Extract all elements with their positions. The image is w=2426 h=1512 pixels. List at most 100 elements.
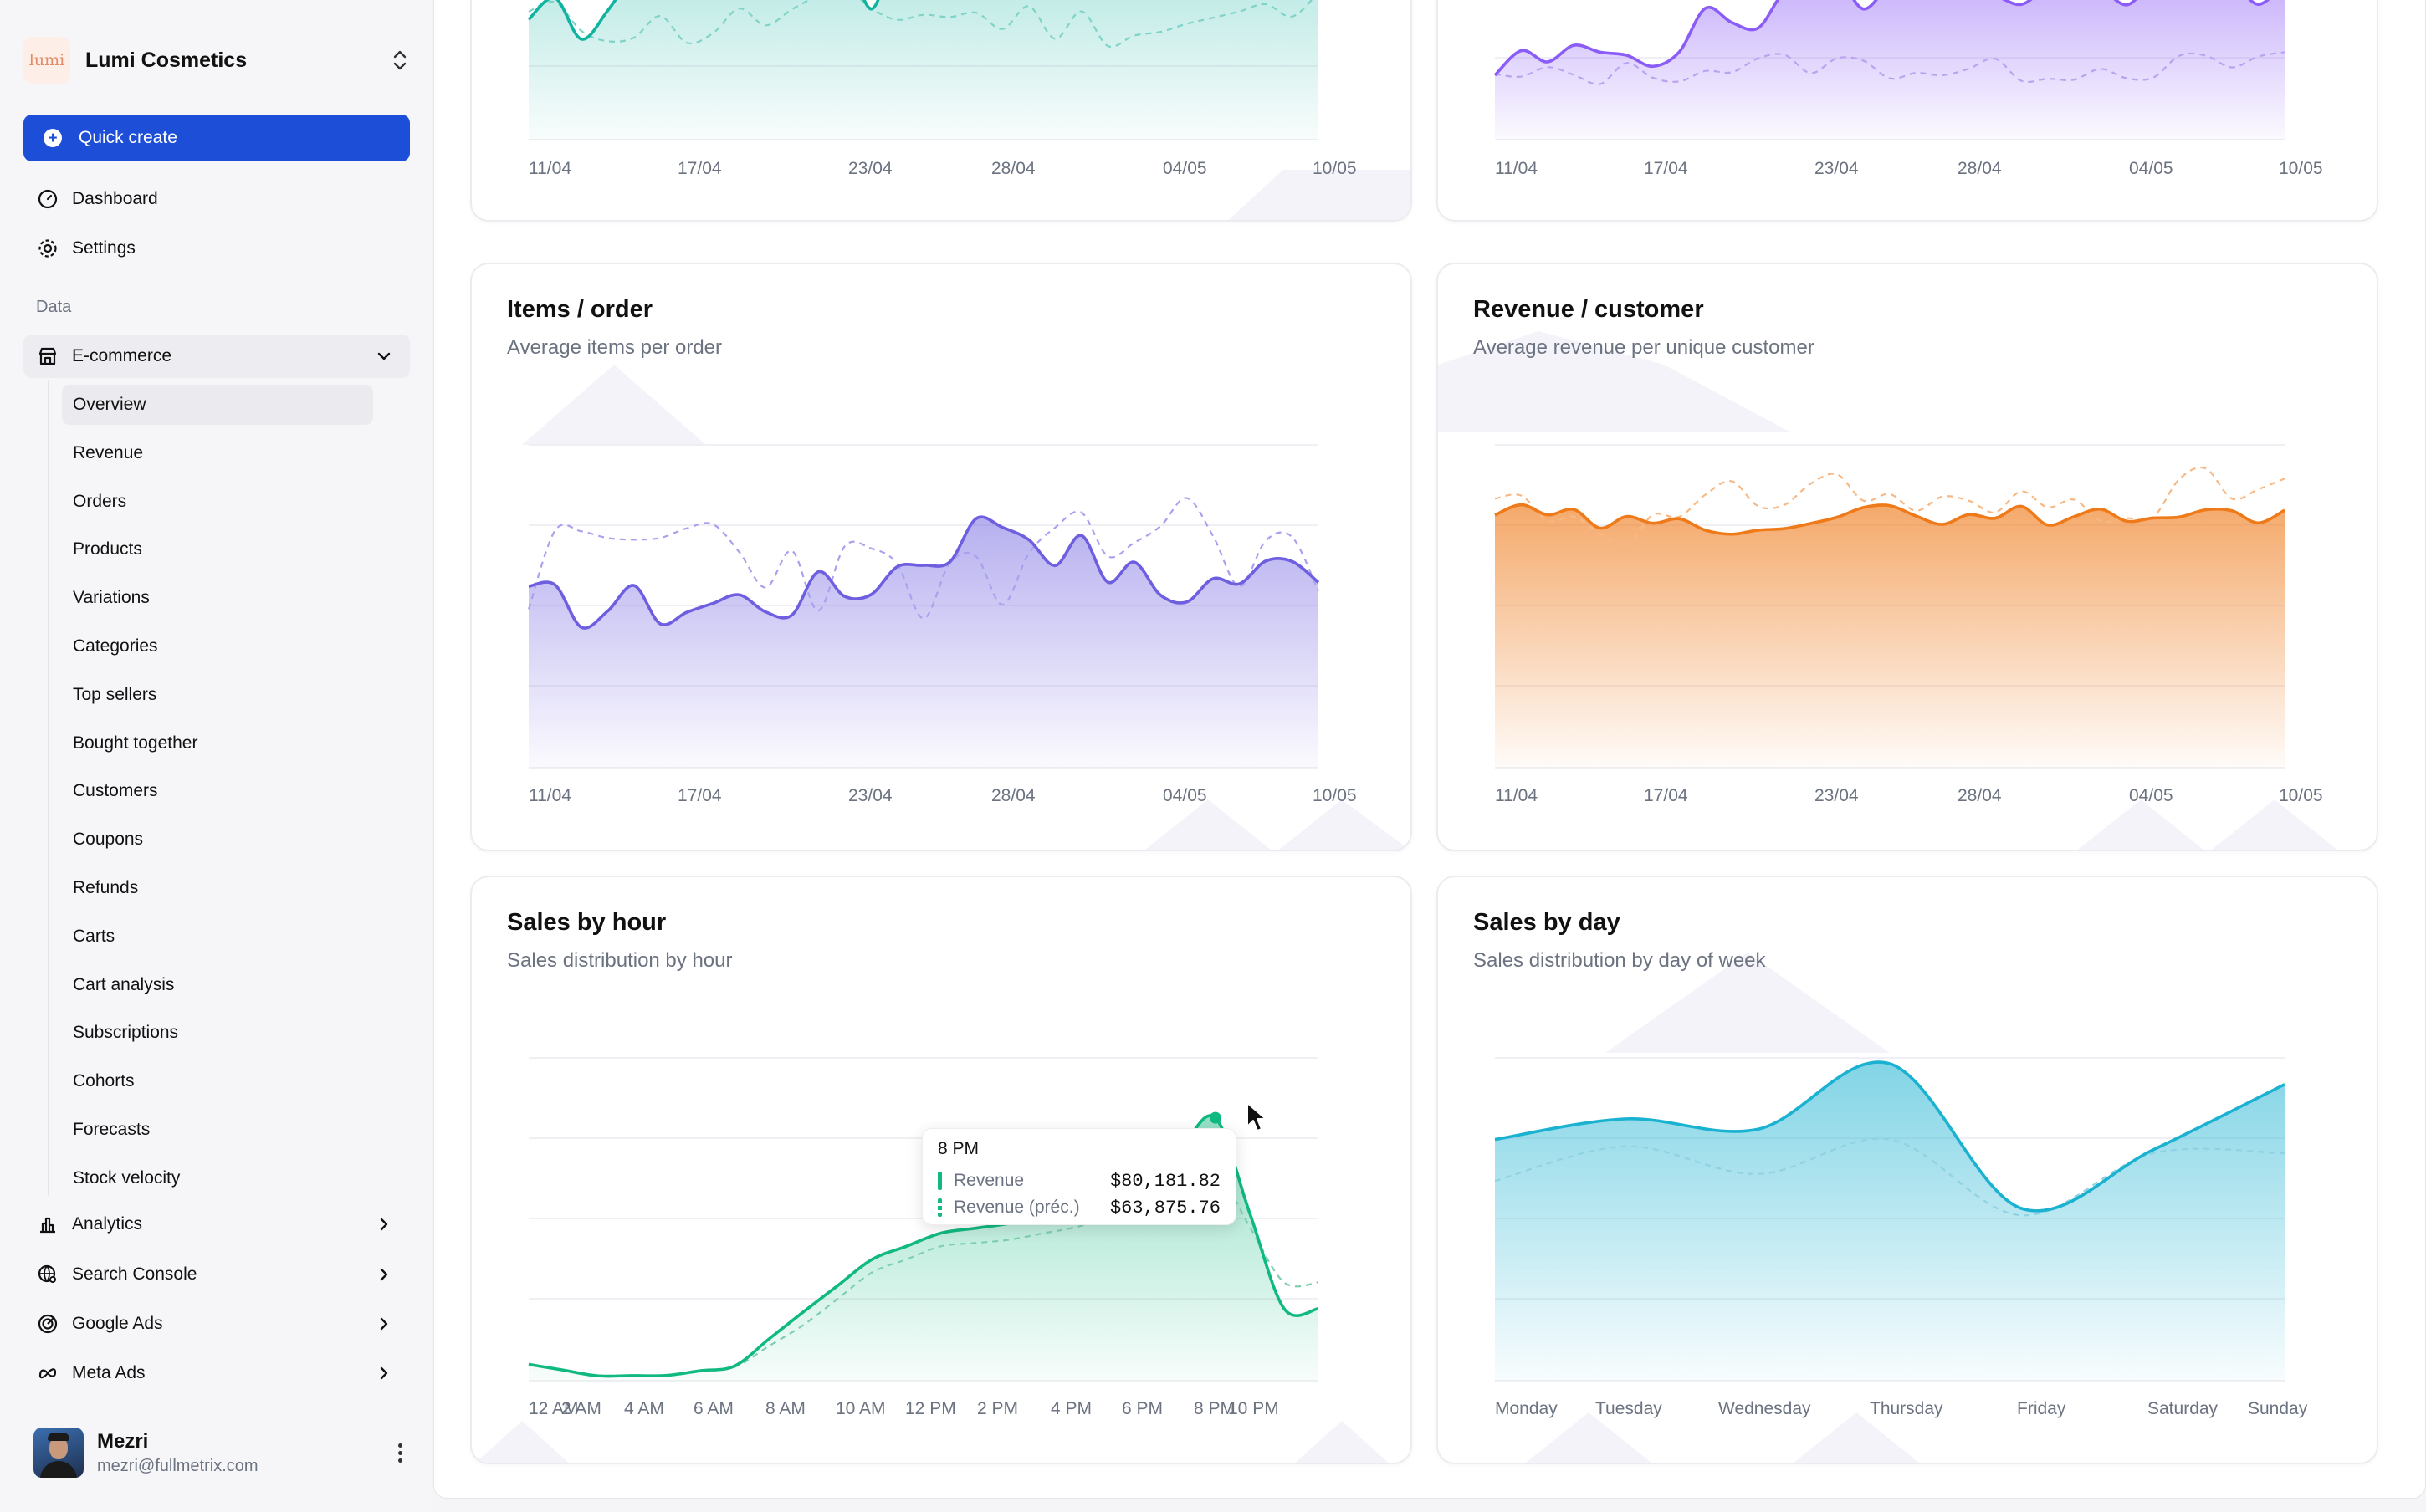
sidebar-subitem-label: Customers: [73, 781, 158, 801]
store-icon: [38, 347, 57, 365]
x-tick-label: 10/05: [2279, 786, 2323, 805]
sidebar-item-analytics[interactable]: Analytics: [23, 1203, 410, 1246]
x-tick-label: 6 PM: [1122, 1399, 1163, 1418]
sidebar-item-settings[interactable]: Settings: [23, 227, 410, 270]
sidebar-item-meta-ads[interactable]: Meta Ads: [23, 1351, 410, 1395]
sidebar-item-search-console[interactable]: Search Console: [23, 1253, 410, 1296]
series-line-current: [528, 515, 1320, 630]
sidebar-subitem-bought-together[interactable]: Bought together: [62, 723, 373, 764]
x-tick-label: 28/04: [1958, 159, 2002, 178]
section-label-data: Data: [36, 298, 72, 316]
chart-card-revenue-customer: 11/04 17/04 23/04 28/04 04/05 10/05 Revenue /…: [1436, 263, 2378, 851]
x-tick-label: 23/04: [848, 159, 893, 178]
sidebar-subitem-label: Subscriptions: [73, 1023, 179, 1043]
x-tick-label: 28/04: [991, 159, 1036, 178]
sidebar-item-google-ads[interactable]: Google Ads: [23, 1302, 410, 1346]
line-chart[interactable]: 11/04 17/04 23/04 28/04 04/05 10/05: [472, 264, 1412, 851]
sidebar-subitem-refunds[interactable]: Refunds: [62, 868, 373, 908]
chart-card-items-order: 11/04 17/04 23/04 28/04 04/05 10/05 Items / o…: [470, 263, 1412, 851]
sidebar-item-ecommerce[interactable]: E-commerce: [23, 335, 410, 378]
series-line-current: [1494, 1060, 2285, 1213]
sidebar-subitem-stock-velocity[interactable]: Stock velocity: [62, 1158, 373, 1198]
tooltip-value: $63,875.76: [1109, 1197, 1221, 1218]
line-chart[interactable]: 11/04 17/04 23/04 28/04 04/05 10/05: [472, 0, 1412, 222]
sidebar-subitem-label: Cohorts: [73, 1071, 135, 1091]
card-title: Revenue / customer: [1473, 296, 1704, 323]
card-subtitle: Average revenue per unique customer: [1473, 336, 1814, 359]
background-decoration: [1295, 1421, 1389, 1463]
org-logo: lumi: [23, 37, 70, 84]
sidebar-subitem-label: Cart analysis: [73, 974, 175, 994]
legend-swatch-dashed: [938, 1198, 942, 1217]
sidebar-subitem-customers[interactable]: Customers: [62, 771, 373, 811]
x-tick-label: 10/05: [2279, 159, 2323, 178]
target-icon: [38, 1314, 58, 1334]
sidebar-subitem-coupons[interactable]: Coupons: [62, 820, 373, 860]
sidebar-item-label: Google Ads: [72, 1314, 163, 1333]
x-tick-label: 11/04: [529, 786, 571, 805]
user-email: mezri@fullmetrix.com: [97, 1456, 258, 1475]
x-tick-label: 8 AM: [765, 1399, 806, 1418]
x-tick-label: 23/04: [848, 786, 893, 805]
sidebar-subitem-cart-analysis[interactable]: Cart analysis: [62, 965, 373, 1005]
sidebar-subitem-carts[interactable]: Carts: [62, 917, 373, 957]
card-subtitle: Average items per order: [507, 336, 723, 359]
sidebar-subitem-overview[interactable]: Overview: [62, 385, 373, 425]
x-tick-label: 11/04: [529, 159, 571, 178]
sidebar-item-dashboard[interactable]: Dashboard: [23, 177, 410, 221]
sidebar-subitem-label: Products: [73, 539, 142, 559]
sidebar-subitem-top-sellers[interactable]: Top sellers: [62, 675, 373, 715]
x-tick-label: 04/05: [1163, 786, 1207, 805]
chevron-down-icon: [377, 352, 391, 360]
sidebar-subitem-label: Overview: [73, 395, 146, 414]
x-tick-label: 6 AM: [694, 1399, 734, 1418]
sidebar-subitem-subscriptions[interactable]: Subscriptions: [62, 1013, 373, 1053]
x-tick-label: 11/04: [1495, 786, 1538, 805]
sidebar-subitem-label: Top sellers: [73, 684, 157, 704]
hover-point: [1209, 1111, 1221, 1124]
x-tick-label: 10 PM: [1228, 1399, 1279, 1418]
sidebar-subitem-variations[interactable]: Variations: [62, 578, 373, 618]
quick-create-button[interactable]: + Quick create: [23, 115, 410, 161]
legend-swatch: [938, 1172, 942, 1190]
line-chart[interactable]: 11/04 17/04 23/04 28/04 04/05 10/05: [1438, 0, 2378, 222]
x-tick-label: 8 PM: [1194, 1399, 1235, 1418]
sidebar-subitem-revenue[interactable]: Revenue: [62, 433, 373, 473]
background-decoration: [2078, 799, 2337, 850]
org-switcher[interactable]: lumi Lumi Cosmetics: [23, 33, 410, 87]
x-tick-label: 17/04: [1644, 159, 1688, 178]
x-tick-label: 12 AM: [529, 1399, 579, 1418]
sidebar-subitem-label: Forecasts: [73, 1120, 151, 1139]
x-tick-label: Monday: [1495, 1399, 1558, 1418]
main-content: 11/04 17/04 23/04 28/04 04/05 10/05 11/04 17/0…: [433, 0, 2426, 1499]
line-chart[interactable]: 11/04 17/04 23/04 28/04 04/05 10/05: [1438, 264, 2378, 851]
x-tick-label: 4 AM: [624, 1399, 664, 1418]
area-chart[interactable]: 12 AM2 AM 4 AM 6 AM 8 AM 10 AM 12 PM 2 PM 4 PM 6…: [472, 877, 1412, 1464]
area-chart[interactable]: Monday Tuesday Wednesday Thursday Friday Satu…: [1438, 877, 2378, 1464]
tooltip-title: 8 PM: [938, 1139, 980, 1158]
series-area-current: [1495, 0, 2285, 140]
card-title: Sales by day: [1473, 909, 1620, 936]
mouse-cursor-icon: [1246, 1102, 1267, 1131]
sidebar-subitem-orders[interactable]: Orders: [62, 482, 373, 522]
sidebar-subitem-forecasts[interactable]: Forecasts: [62, 1110, 373, 1150]
tooltip-row: Revenue (préc.) $63,875.76: [938, 1194, 1221, 1221]
sidebar-item-label: E-commerce: [72, 346, 172, 365]
card-title: Sales by hour: [507, 909, 667, 936]
sidebar-item-label: Search Console: [72, 1264, 197, 1284]
background-decoration: [1526, 1412, 1651, 1463]
card-subtitle: Sales distribution by hour: [507, 949, 733, 972]
user-menu[interactable]: Mezri mezri@fullmetrix.com: [33, 1425, 410, 1480]
sidebar-subitem-categories[interactable]: Categories: [62, 626, 373, 667]
sidebar-subitem-products[interactable]: Products: [62, 529, 373, 570]
sidebar-subitem-cohorts[interactable]: Cohorts: [62, 1061, 373, 1101]
x-tick-label: 04/05: [1163, 159, 1207, 178]
x-tick-label: Thursday: [1870, 1399, 1943, 1418]
sidebar-subitem-label: Revenue: [73, 442, 144, 462]
more-vertical-icon[interactable]: [390, 1440, 410, 1465]
x-tick-label: 10/05: [1313, 786, 1357, 805]
x-tick-label: 17/04: [678, 159, 722, 178]
x-tick-label: 10 AM: [836, 1399, 886, 1418]
chevron-up-down-icon: [393, 50, 407, 70]
sidebar-item-label: Settings: [72, 238, 136, 258]
